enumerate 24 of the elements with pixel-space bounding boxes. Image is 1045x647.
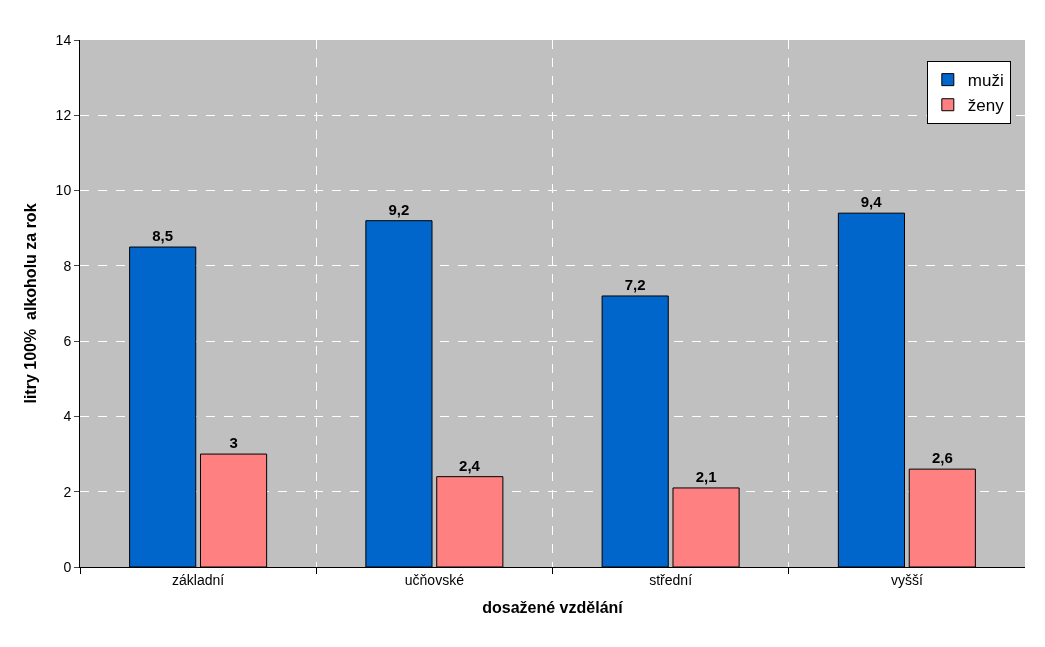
data-label: 8,5: [152, 227, 174, 245]
data-label: 2,4: [459, 456, 481, 474]
y-tick-label: 12: [55, 107, 72, 124]
y-tick-label: 10: [55, 182, 72, 199]
legend-label: muži: [967, 71, 1004, 91]
y-tick-label: 2: [63, 483, 72, 500]
y-tick-label: 14: [55, 31, 72, 48]
y-tick-label: 0: [63, 558, 72, 575]
x-tick-label: vyšší: [890, 571, 923, 588]
y-tick-label: 4: [63, 408, 72, 425]
y-tick-label: 8: [63, 257, 72, 274]
legend-label: ženy: [967, 96, 1005, 116]
data-label: 9,2: [388, 200, 410, 218]
data-label: 2,6: [931, 449, 953, 467]
x-axis-title: dosažené vzdělání: [482, 599, 624, 617]
data-label: 9,4: [860, 193, 883, 211]
y-tick-label: 6: [63, 333, 72, 350]
data-label: 3: [229, 434, 238, 452]
data-label: 2,1: [695, 467, 717, 485]
data-label: 7,2: [624, 275, 646, 293]
x-tick-label: základní: [172, 571, 225, 588]
y-axis-title: litry 100% alkoholu za rok: [21, 203, 39, 404]
x-tick-label: učňovské: [404, 571, 465, 588]
x-tick-label: střední: [649, 571, 693, 588]
